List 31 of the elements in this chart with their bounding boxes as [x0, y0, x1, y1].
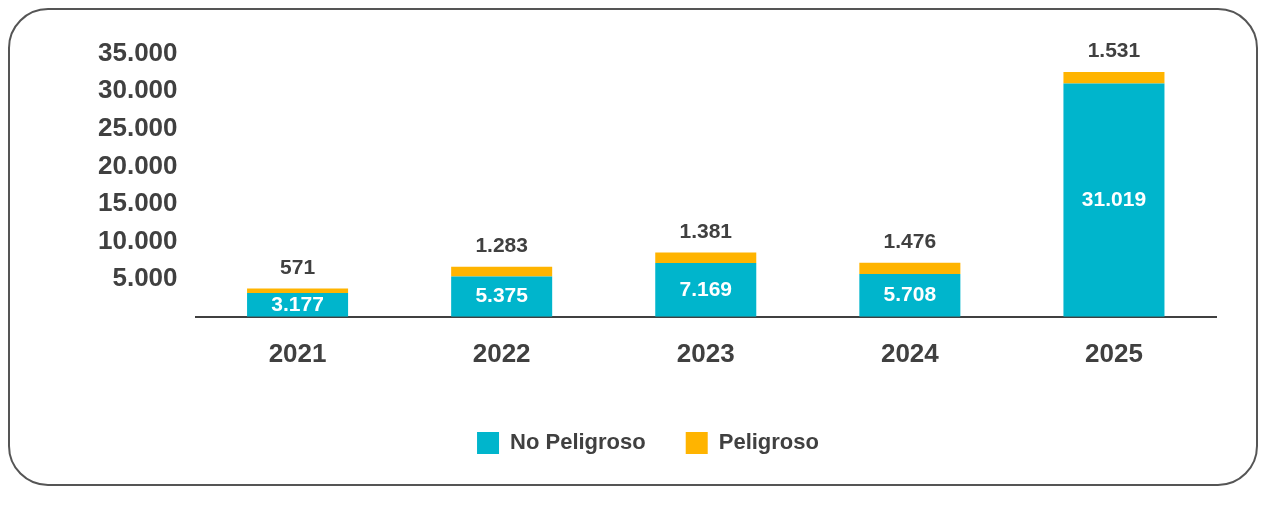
bar [655, 262, 757, 317]
bar [1063, 83, 1165, 317]
bar [451, 266, 553, 277]
y-tick-label: 10.000 [97, 224, 178, 255]
x-tick-label: 2025 [1085, 337, 1143, 368]
legend-label: Peligroso [718, 429, 819, 455]
legend-label: No Peligroso [510, 429, 646, 455]
data-label: 571 [280, 254, 316, 278]
data-label: 5.708 [883, 282, 937, 306]
y-tick-label: 25.000 [97, 111, 178, 142]
y-tick-label: 20.000 [97, 149, 178, 180]
data-label: 1.283 [475, 233, 528, 257]
bar [1063, 72, 1165, 84]
bar [655, 252, 757, 263]
x-tick-label: 2024 [880, 337, 940, 368]
bar [247, 288, 349, 293]
data-label: 7.169 [679, 276, 733, 300]
bar [859, 262, 961, 274]
x-tick-label: 2022 [472, 337, 531, 368]
data-label: 31.019 [1081, 186, 1147, 210]
x-tick-label: 2021 [268, 337, 327, 368]
y-tick-label: 30.000 [97, 74, 178, 105]
data-label: 5.375 [475, 283, 529, 307]
data-label: 3.177 [271, 291, 324, 315]
data-label: 1.476 [883, 229, 937, 253]
y-tick-label: 5.000 [112, 262, 178, 293]
x-tick-label: 2023 [676, 337, 735, 368]
y-tick-label: 15.000 [97, 187, 178, 218]
data-label: 1.381 [679, 218, 733, 242]
data-label: 1.531 [1087, 38, 1141, 62]
y-tick-label: 35.000 [97, 36, 178, 67]
